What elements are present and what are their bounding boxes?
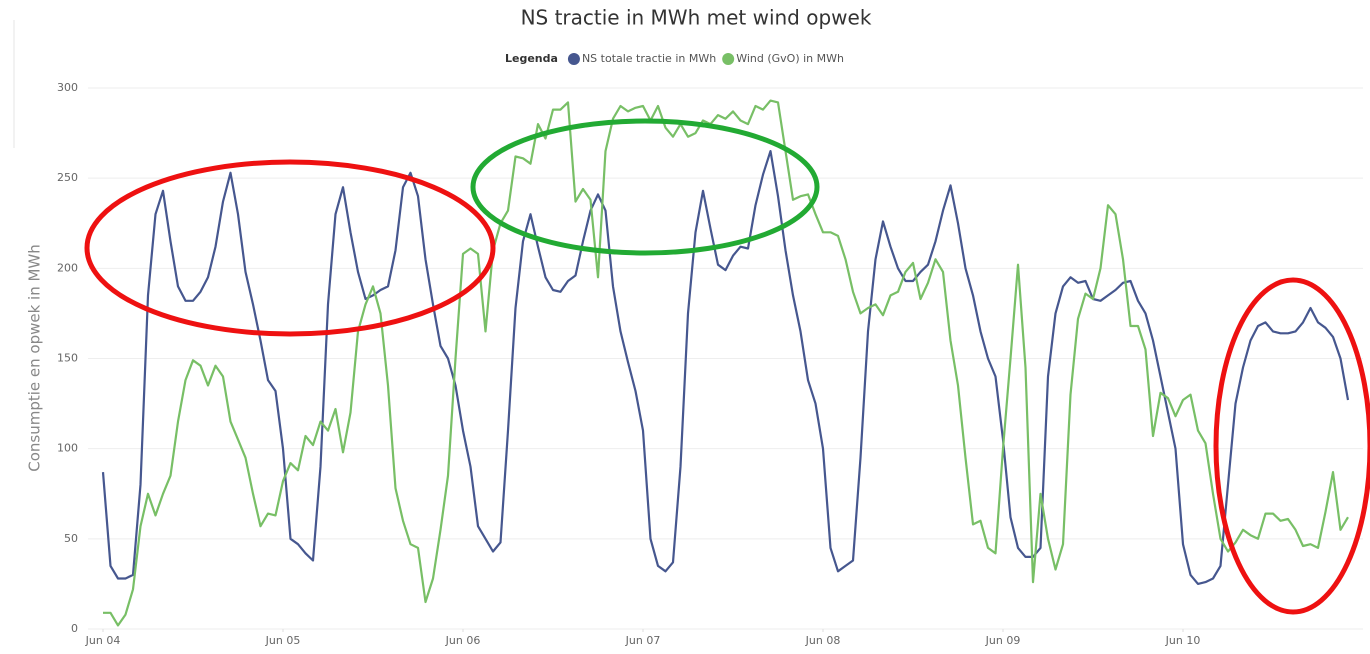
annotation-ellipse [1213,277,1370,615]
x-tick-label: Jun 10 [1165,634,1201,647]
y-tick-label: 50 [64,532,78,545]
legend-swatch [567,53,580,65]
grid: 0 50 100 150 200 250 300 Jun 04 Jun 05 Jun 06 Jun … [57,81,1363,647]
y-tick-label: 300 [57,81,78,94]
x-tick-label: Jun 06 [445,634,481,647]
plot-area [101,99,1350,627]
legend-label: NS totale tractie in MWh [582,52,716,65]
x-tick-label: Jun 08 [805,634,841,647]
x-tick-label: Jun 07 [625,634,661,647]
x-tick-label: Jun 04 [85,634,121,647]
chart-title: NS tractie in MWh met wind opwek [521,6,872,30]
annotation-ellipse [84,159,496,337]
y-tick-label: 200 [57,261,78,274]
y-axis-label: Consumptie en opwek in MWh [26,244,44,472]
series-line [103,99,1349,627]
legend: Legenda NS totale tractie in MWh Wind (Gv… [505,52,844,65]
y-tick-label: 250 [57,171,78,184]
y-tick-label: 100 [57,442,78,455]
y-tick-label: 0 [71,622,78,635]
series-line [101,150,1350,585]
annotation-ellipse [470,118,820,256]
legend-label: Wind (GvO) in MWh [736,52,844,65]
x-tick-label: Jun 05 [265,634,301,647]
x-tick-label: Jun 09 [985,634,1021,647]
legend-swatch [722,53,735,65]
y-tick-label: 150 [57,352,78,365]
legend-title: Legenda [505,52,558,65]
